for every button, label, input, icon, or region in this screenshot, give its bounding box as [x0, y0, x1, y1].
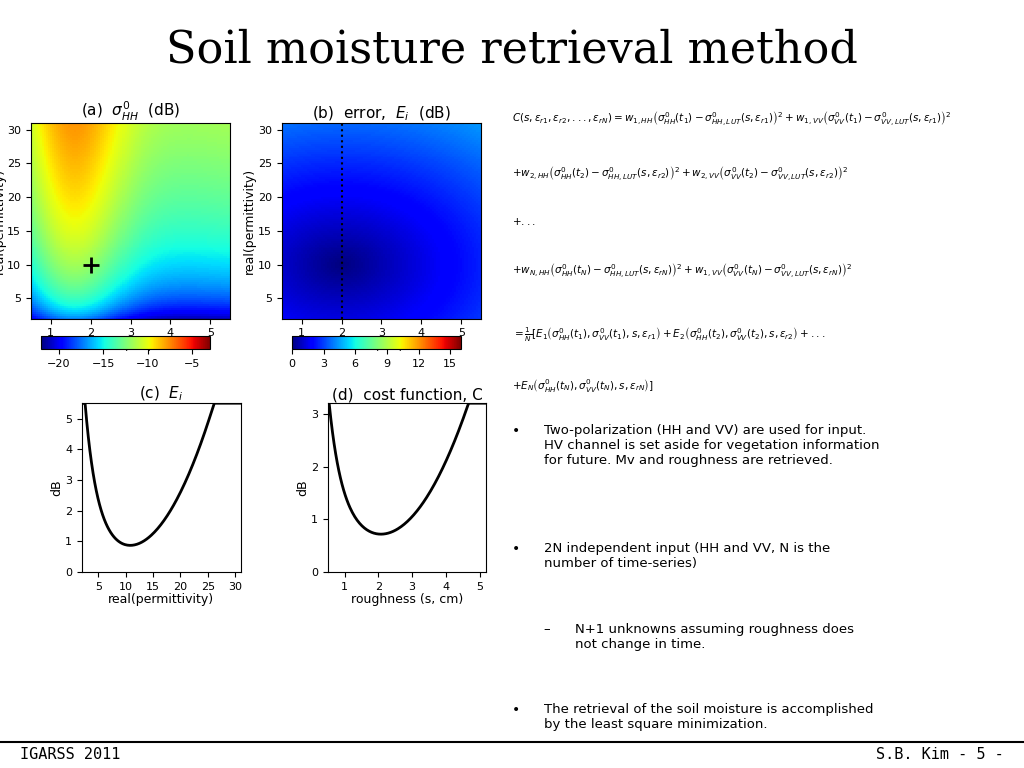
Y-axis label: dB: dB [50, 479, 63, 496]
Text: IGARSS 2011: IGARSS 2011 [20, 746, 121, 762]
Text: –: – [544, 623, 550, 636]
Text: •: • [512, 703, 520, 717]
Text: •: • [512, 542, 520, 556]
Text: $= \frac{1}{N}[E_1\left(\sigma^0_{HH}(t_1),\sigma^0_{VV}(t_1),s,\varepsilon_{r1}: $= \frac{1}{N}[E_1\left(\sigma^0_{HH}(t_… [512, 326, 825, 344]
Text: S.B. Kim - 5 -: S.B. Kim - 5 - [876, 746, 1004, 762]
X-axis label: s  (cm): s (cm) [109, 339, 153, 353]
Title: (a)  $\sigma^0_{HH}$  (dB): (a) $\sigma^0_{HH}$ (dB) [81, 100, 180, 123]
Text: $+...$: $+...$ [512, 216, 536, 227]
X-axis label: real(permittivity): real(permittivity) [109, 593, 214, 606]
Text: Two-polarization (HH and VV) are used for input.
HV channel is set aside for veg: Two-polarization (HH and VV) are used fo… [544, 425, 879, 468]
Text: •: • [512, 425, 520, 439]
Text: The retrieval of the soil moisture is accomplished
by the least square minimizat: The retrieval of the soil moisture is ac… [544, 703, 873, 731]
X-axis label: s  (cm): s (cm) [359, 339, 403, 353]
Text: $C(s,\varepsilon_{r1},\varepsilon_{r2},...,\varepsilon_{rN}) = w_{1,HH}\left(\si: $C(s,\varepsilon_{r1},\varepsilon_{r2},.… [512, 110, 951, 128]
Y-axis label: dB: dB [296, 479, 309, 496]
Y-axis label: real(permittivity): real(permittivity) [0, 167, 5, 274]
Y-axis label: real(permittivity): real(permittivity) [244, 167, 256, 274]
Title: (b)  error,  $E_i$  (dB): (b) error, $E_i$ (dB) [312, 104, 451, 123]
Title: (d)  cost function, C: (d) cost function, C [332, 387, 482, 402]
Text: $+E_N\left(\sigma^0_{HH}(t_N),\sigma^0_{VV}(t_N),s,\varepsilon_{rN}\right)]$: $+E_N\left(\sigma^0_{HH}(t_N),\sigma^0_{… [512, 377, 654, 394]
Text: $+w_{2,HH}\left(\sigma^0_{HH}(t_2)-\sigma^0_{HH,LUT}(s,\varepsilon_{r2})\right)^: $+w_{2,HH}\left(\sigma^0_{HH}(t_2)-\sigm… [512, 164, 849, 183]
Text: $+w_{N,HH}\left(\sigma^0_{HH}(t_N)-\sigma^0_{HH,LUT}(s,\varepsilon_{rN})\right)^: $+w_{N,HH}\left(\sigma^0_{HH}(t_N)-\sigm… [512, 261, 852, 280]
Text: N+1 unknowns assuming roughness does
not change in time.: N+1 unknowns assuming roughness does not… [574, 623, 854, 650]
Text: Soil moisture retrieval method: Soil moisture retrieval method [166, 28, 858, 71]
X-axis label: roughness (s, cm): roughness (s, cm) [351, 593, 463, 606]
Title: (c)  $E_i$: (c) $E_i$ [139, 385, 183, 403]
Text: 2N independent input (HH and VV, N is the
number of time-series): 2N independent input (HH and VV, N is th… [544, 542, 829, 570]
